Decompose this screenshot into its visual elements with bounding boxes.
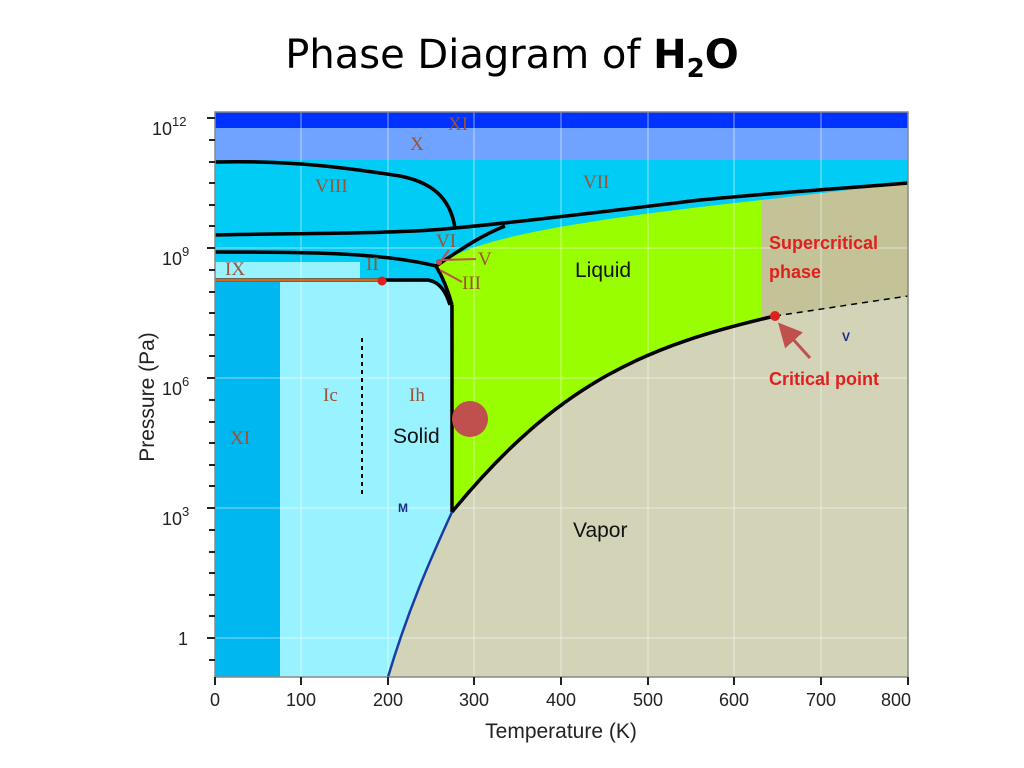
- ice-ih-region: [280, 282, 452, 677]
- axis-ticks: [207, 117, 909, 685]
- liquid-vi-boundary: [435, 224, 506, 268]
- label-ice-ix: IX: [225, 259, 245, 280]
- supercritical-region: [762, 183, 908, 318]
- label-ice-x: X: [410, 134, 424, 155]
- label-ice-ic: Ic: [323, 385, 338, 406]
- x-tick-800: 800: [881, 690, 911, 710]
- x-tick-200: 200: [373, 690, 403, 710]
- high-pressure-boundary: [215, 181, 908, 237]
- x-tick-600: 600: [719, 690, 749, 710]
- label-solid: Solid: [393, 425, 440, 448]
- gridlines: [215, 112, 908, 677]
- critical-point-marker: [770, 311, 780, 321]
- slide-title: Phase Diagram of H2O: [0, 32, 1024, 84]
- title-chem-o: O: [704, 32, 739, 78]
- ice-ii-point: [377, 276, 387, 286]
- y-tick-1: 1: [178, 629, 188, 649]
- label-ice-iii: III: [462, 273, 481, 294]
- triple-point-arrows: [439, 249, 477, 283]
- vaporization-line: [450, 314, 776, 514]
- y-axis-title: Pressure (Pa): [136, 332, 159, 462]
- label-ice-ii: II: [366, 254, 379, 275]
- x-tick-300: 300: [459, 690, 489, 710]
- x-tick-100: 100: [286, 690, 316, 710]
- liquid-region: [436, 200, 762, 512]
- title-text: Phase Diagram of: [285, 32, 654, 78]
- label-ice-v: V: [478, 249, 492, 270]
- label-vapor: Vapor: [573, 519, 627, 542]
- title-chem-subscript: 2: [686, 54, 705, 84]
- y-tick-1e6: 106: [162, 374, 189, 399]
- label-ice-xi-bottom: XI: [230, 428, 250, 449]
- phase-boundaries: [215, 159, 908, 514]
- ice-ih-top-boundary: [215, 278, 452, 306]
- critical-point-arrow: [777, 322, 812, 360]
- y-tick-1e9: 109: [162, 244, 189, 269]
- ice-ii-boundary: [215, 250, 454, 306]
- x-tick-700: 700: [806, 690, 836, 710]
- x-tick-400: 400: [546, 690, 576, 710]
- supercritical-label-line1: Supercritical: [769, 233, 878, 253]
- ice-xi-low-region: [215, 282, 280, 677]
- label-ice-ih: Ih: [409, 385, 425, 406]
- y-tick-1e3: 103: [162, 504, 189, 529]
- supercritical-label-line2: phase: [769, 262, 821, 282]
- y-tick-1e12: 1012: [152, 114, 187, 139]
- label-ice-vii: VII: [583, 172, 609, 193]
- ice-ix-strip: [215, 262, 360, 278]
- x-axis-title: Temperature (K): [485, 720, 637, 743]
- state-marker-dot: [452, 401, 488, 437]
- label-liquid: Liquid: [575, 259, 631, 282]
- label-ice-vi: VI: [436, 231, 456, 252]
- supercritical-dashed-line: [774, 295, 908, 317]
- y-tick-labels: 1012 109 106 103 1: [152, 114, 189, 649]
- x-tick-500: 500: [633, 690, 663, 710]
- x-tick-labels: 0 100 200 300 400 500 600 700 800: [210, 690, 911, 710]
- label-m: M: [398, 501, 408, 515]
- title-chem-formula: H2O: [653, 32, 739, 84]
- sublimation-line: [386, 511, 454, 677]
- label-ice-viii: VIII: [315, 176, 348, 197]
- triple-point-marker: [436, 259, 442, 265]
- viii-vii-boundary: [215, 159, 457, 229]
- label-ice-xi-top: XI: [448, 114, 468, 135]
- critical-point-label: Critical point: [769, 369, 879, 389]
- title-chem-h: H: [653, 32, 687, 78]
- label-v: V: [842, 330, 850, 344]
- x-tick-0: 0: [210, 690, 220, 710]
- plot-area: [215, 112, 908, 677]
